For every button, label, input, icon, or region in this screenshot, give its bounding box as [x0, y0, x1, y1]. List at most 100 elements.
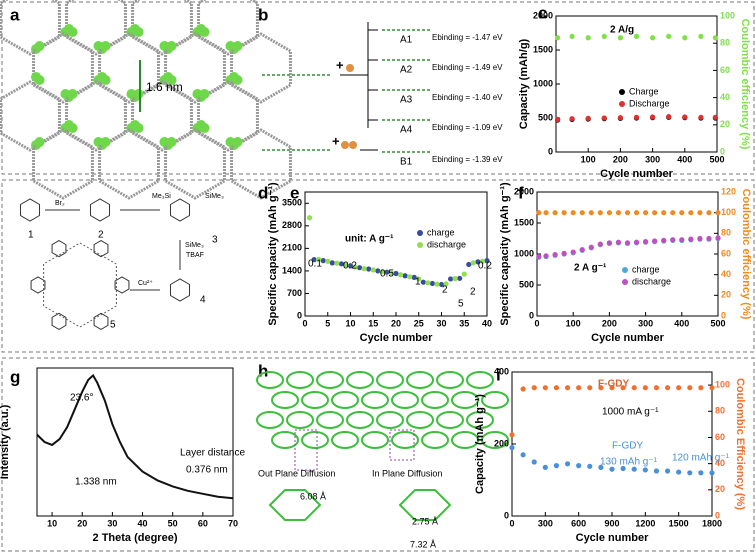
point — [579, 210, 585, 216]
x-tick-label: 900 — [604, 518, 619, 528]
hexagon — [197, 0, 259, 56]
unit — [398, 489, 452, 521]
lattice-cell — [406, 411, 434, 429]
compound-number: 5 — [110, 320, 116, 331]
point — [585, 35, 591, 41]
lattice-cell — [256, 371, 284, 389]
ion — [341, 141, 349, 149]
annotation: 5 — [458, 299, 464, 310]
plot-frame — [304, 191, 488, 317]
hexagon — [164, 32, 226, 104]
point — [420, 279, 426, 285]
reagent: Cu²⁺ — [138, 280, 153, 287]
y-tick-label: 500 — [519, 279, 534, 289]
x-tick-label: 40 — [138, 518, 148, 528]
lattice-cell — [361, 391, 389, 409]
point — [429, 280, 435, 287]
annotation: F-GDY — [598, 379, 629, 390]
point — [666, 33, 672, 40]
row-frame — [1, 357, 755, 552]
point — [687, 470, 693, 476]
x-tick-label: 200 — [602, 318, 617, 328]
y2-axis-label: Coulombic efficiency (%) — [739, 19, 751, 150]
lattice-cell — [346, 371, 374, 389]
lattice-cell — [466, 371, 494, 389]
lattice-cell — [421, 391, 449, 409]
annotation: F-GDY — [612, 441, 643, 452]
point — [679, 210, 685, 216]
annotation: 120 mAh g⁻¹ — [672, 453, 730, 464]
ion — [349, 141, 357, 149]
atom — [166, 41, 177, 51]
point — [670, 210, 676, 216]
x-tick-label: 0 — [509, 518, 514, 528]
point — [543, 210, 549, 216]
point — [352, 264, 358, 270]
annotation: 1 — [415, 277, 421, 288]
point — [555, 116, 561, 122]
point — [509, 445, 515, 451]
panel-label: i — [496, 365, 501, 384]
unit — [268, 489, 322, 521]
point — [653, 468, 660, 474]
point — [576, 385, 582, 391]
point — [682, 114, 688, 120]
item-label: B1 — [400, 157, 413, 168]
ring — [89, 198, 111, 222]
atom — [192, 89, 203, 99]
compound-number: 4 — [200, 295, 206, 306]
point — [543, 253, 549, 259]
x-tick-label: 50 — [168, 518, 178, 528]
point — [666, 114, 672, 120]
lattice-cell — [421, 431, 449, 449]
atom — [232, 137, 243, 147]
atom — [159, 41, 170, 51]
y-tick-label: 2000 — [533, 10, 553, 20]
y2-tick-label: 100 — [721, 207, 736, 217]
annotation: 1000 mA g⁻¹ — [602, 407, 659, 418]
point — [379, 268, 385, 275]
y-tick-label: 2000 — [514, 186, 534, 196]
y-tick-label: 1000 — [533, 78, 553, 88]
compound-number: 1 — [28, 230, 34, 241]
annotation: unit: A g⁻¹ — [345, 234, 394, 245]
group: SiMe₃ — [205, 193, 224, 200]
annotation: 0.5 — [380, 269, 394, 280]
point — [555, 35, 561, 41]
ion — [346, 64, 354, 72]
box — [294, 429, 318, 471]
point — [564, 461, 571, 467]
point — [411, 274, 417, 280]
y2-tick-label: 80 — [720, 38, 730, 48]
y2-tick-label: 80 — [721, 228, 731, 238]
y2-tick-label: 40 — [720, 92, 730, 102]
point — [384, 269, 390, 275]
hexagon — [131, 80, 193, 152]
item-label: A2 — [400, 65, 413, 76]
point — [688, 210, 694, 216]
atom — [100, 137, 111, 147]
annotation: 0.376 nm — [186, 465, 228, 476]
point — [320, 258, 326, 264]
legend-marker — [622, 279, 628, 285]
ring — [51, 312, 67, 330]
y-tick-label: 0 — [297, 310, 302, 320]
point — [631, 385, 637, 391]
point — [606, 240, 613, 246]
atom — [60, 89, 71, 99]
ring — [169, 278, 191, 302]
ring — [93, 312, 109, 330]
x-tick-label: 10 — [47, 518, 57, 528]
atom — [199, 89, 210, 99]
point — [425, 280, 431, 286]
point — [606, 210, 613, 216]
y2-tick-label: 0 — [721, 310, 726, 320]
x-tick-label: 100 — [566, 318, 581, 328]
lattice-cell — [466, 411, 494, 429]
y-tick-label: 1500 — [533, 44, 553, 54]
point — [569, 116, 575, 122]
y-tick-label: 0 — [548, 146, 553, 156]
lattice-cell — [271, 431, 299, 449]
lattice-cell — [481, 431, 509, 449]
lattice-cell — [436, 411, 464, 429]
